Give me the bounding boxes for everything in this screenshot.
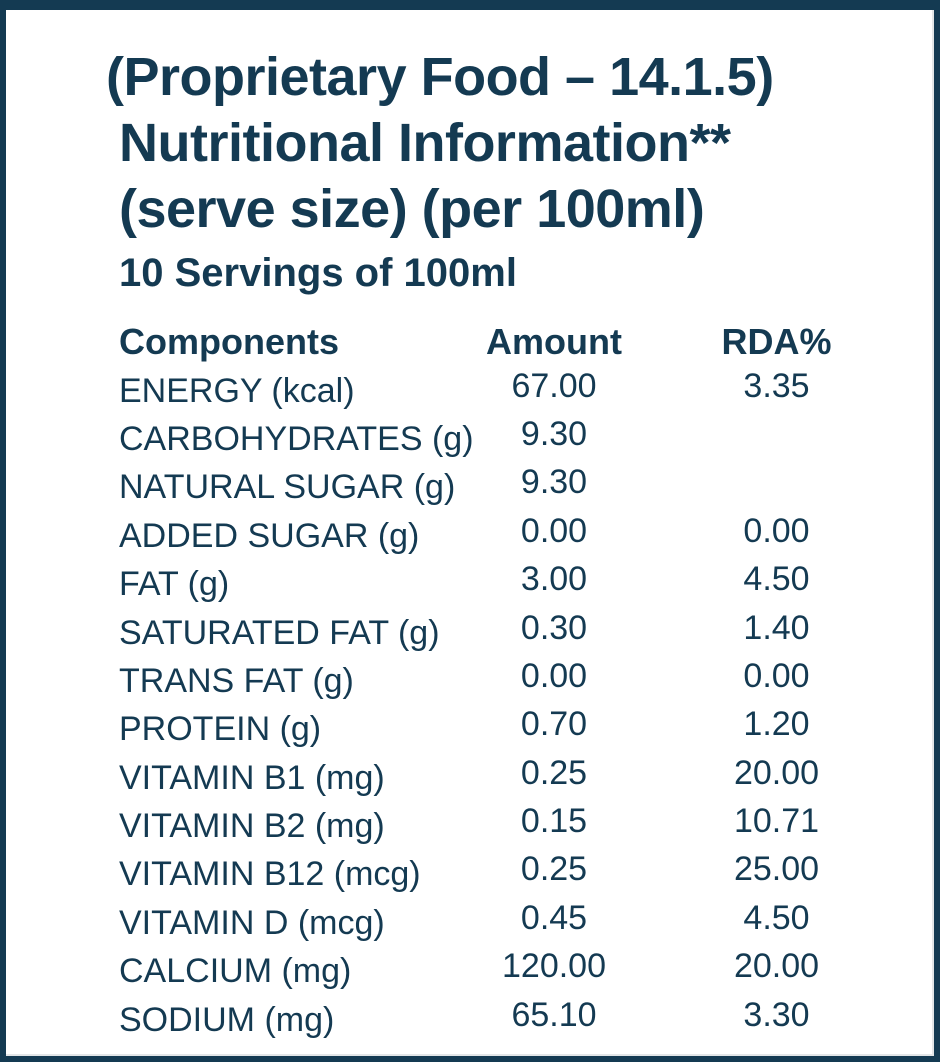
amount-value: 0.15 [520, 802, 588, 841]
table-row: VITAMIN B12 (mcg) 0.25 25.00 [119, 850, 914, 898]
rda-value: 25.00 [733, 850, 820, 889]
table-row: TRANS FAT (g) 0.00 0.00 [119, 657, 914, 705]
amount-value: 67.00 [511, 366, 597, 405]
component-name: TRANS FAT (g) [119, 661, 354, 700]
component-name: VITAMIN B2 (mg) [119, 807, 385, 846]
amount-value: 0.25 [520, 753, 588, 792]
amount-value: 120.00 [502, 947, 606, 986]
table-header-row: Components Amount RDA% [119, 318, 914, 366]
column-header-components: Components [119, 321, 339, 363]
amount-value: 0.70 [520, 705, 588, 744]
nutrition-table: Components Amount RDA% ENERGY (kcal) 67.… [106, 318, 914, 1044]
rda-value: 3.30 [743, 995, 810, 1034]
component-name: CALCIUM (mg) [119, 952, 352, 991]
component-name: ENERGY (kcal) [119, 371, 355, 410]
page-title: (Proprietary Food – 14.1.5) Nutritional … [106, 44, 914, 242]
table-row: ADDED SUGAR (g) 0.00 0.00 [119, 512, 914, 560]
component-name: ADDED SUGAR (g) [119, 516, 420, 555]
table-row: CARBOHYDRATES (g) 9.30 [119, 415, 914, 463]
rda-value: 1.40 [743, 608, 810, 647]
table-row: VITAMIN D (mcg) 0.45 4.50 [119, 899, 914, 947]
component-name: SATURATED FAT (g) [119, 613, 440, 652]
table-row: CALCIUM (mg) 120.00 20.00 [119, 947, 914, 995]
table-row: SATURATED FAT (g) 0.30 1.40 [119, 608, 914, 656]
component-name: SODIUM (mg) [119, 1000, 335, 1039]
title-line-3: (serve size) (per 100ml) [119, 179, 705, 239]
amount-value: 65.10 [511, 995, 597, 1034]
column-header-rda: RDA% [721, 321, 832, 363]
table-row: PROTEIN (g) 0.70 1.20 [119, 705, 914, 753]
table-row: SODIUM (mg) 65.10 3.30 [119, 995, 914, 1043]
component-name: VITAMIN B12 (mcg) [119, 855, 421, 894]
rda-value: 20.00 [733, 947, 820, 986]
title-line-2: Nutritional Information** [119, 113, 731, 173]
table-row: VITAMIN B2 (mg) 0.15 10.71 [119, 802, 914, 850]
label-content: (Proprietary Food – 14.1.5) Nutritional … [6, 10, 934, 1044]
rda-value: 0.00 [743, 511, 810, 550]
component-name: PROTEIN (g) [119, 710, 322, 749]
table-row: ENERGY (kcal) 67.00 3.35 [119, 366, 914, 414]
amount-value: 0.00 [520, 656, 588, 695]
rda-value: 10.71 [733, 802, 820, 841]
amount-value: 9.30 [520, 414, 588, 453]
component-name: NATURAL SUGAR (g) [119, 468, 456, 507]
amount-value: 0.00 [520, 511, 588, 550]
amount-value: 0.25 [520, 850, 588, 889]
rda-value: 1.20 [743, 705, 810, 744]
component-name: CARBOHYDRATES (g) [119, 419, 474, 458]
table-row: NATURAL SUGAR (g) 9.30 [119, 463, 914, 511]
title-line-1: (Proprietary Food – 14.1.5) [106, 47, 774, 107]
rda-value: 4.50 [743, 898, 810, 937]
servings-subtitle: 10 Servings of 100ml [119, 251, 517, 295]
amount-value: 0.30 [520, 608, 588, 647]
amount-value: 3.00 [520, 560, 588, 599]
component-name: VITAMIN B1 (mg) [119, 758, 385, 797]
table-row: FAT (g) 3.00 4.50 [119, 560, 914, 608]
rda-value: 3.35 [743, 366, 810, 405]
rda-value: 4.50 [743, 560, 810, 599]
amount-value: 0.45 [520, 898, 588, 937]
rda-value: 0.00 [743, 656, 810, 695]
rda-value: 20.00 [733, 753, 820, 792]
table-row: VITAMIN B1 (mg) 0.25 20.00 [119, 754, 914, 802]
component-name: VITAMIN D (mcg) [119, 903, 385, 942]
amount-value: 9.30 [520, 463, 588, 502]
component-name: FAT (g) [119, 565, 230, 604]
column-header-amount: Amount [486, 321, 622, 363]
